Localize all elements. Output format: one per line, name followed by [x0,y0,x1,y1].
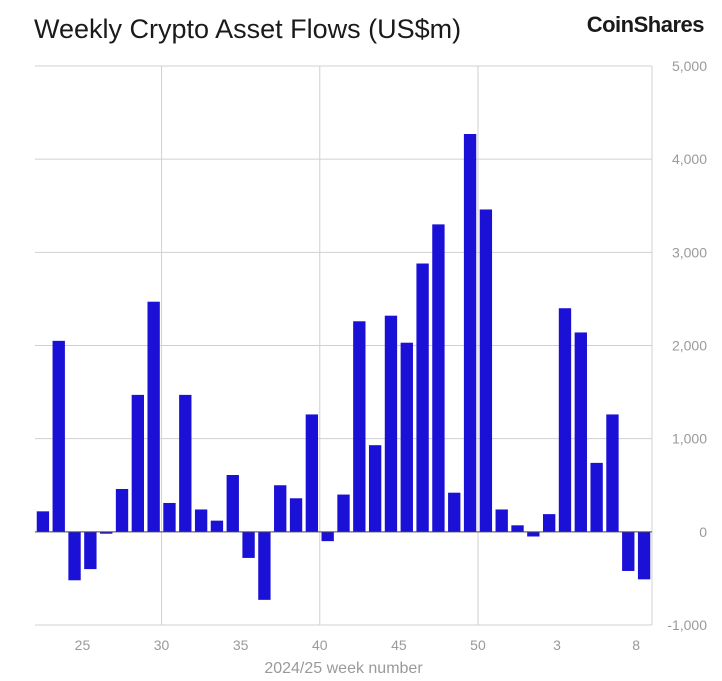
bar-week-34 [226,475,239,532]
bar-week-43 [368,445,382,532]
bar-week-41 [337,494,350,532]
bar-week-30 [163,502,176,532]
bar-week-42 [353,321,366,532]
bar-week-45 [400,342,413,532]
bar-week-31 [179,394,192,532]
bar-week-5 [590,462,603,532]
bar-week-28 [131,394,145,532]
x-tick-label: 3 [553,637,561,653]
bar-week-6 [606,414,619,532]
y-axis-tick-labels: -1,000 0 1,000 2,000 3,000 4,000 5,000 [667,58,707,633]
bar-week-32 [194,509,208,532]
bar-week-52 [511,525,524,532]
bar-week-47 [432,224,445,532]
x-tick-label: 30 [154,637,170,653]
bar-week-38 [289,498,303,532]
chart-title: Weekly Crypto Asset Flows (US$m) [34,14,462,44]
y-tick-label: -1,000 [667,617,707,633]
bar-week-40 [321,531,334,542]
x-axis-label: 2024/25 week number [264,660,423,677]
bar-week-33 [210,520,224,532]
bar-week-39 [305,414,319,532]
x-tick-label: 50 [470,637,486,653]
x-tick-label: 40 [312,637,328,653]
bar-week-35 [242,531,255,558]
bar-week-49 [463,134,477,532]
y-tick-label: 0 [699,524,707,540]
bar-week-36 [258,531,271,600]
x-tick-label: 45 [391,637,407,653]
y-tick-label: 1,000 [672,431,707,447]
y-tick-label: 4,000 [672,151,707,167]
bar-series [36,134,651,600]
bar-week-51 [495,509,508,532]
bar-week-24 [68,531,81,581]
bar-week-48 [448,492,461,532]
horizontal-gridlines [35,65,652,626]
bar-week-2 [542,514,556,532]
x-axis-tick-labels: 25 30 35 40 45 50 3 8 [75,637,641,653]
y-tick-label: 3,000 [672,244,707,260]
x-tick-label: 35 [233,637,249,653]
bar-week-37 [274,485,287,532]
y-tick-label: 5,000 [672,58,707,74]
bar-week-1 [527,531,540,537]
bar-week-27 [115,488,129,532]
bar-week-8 [637,531,651,580]
bar-week-3 [558,308,572,532]
bar-week-46 [416,263,429,532]
x-tick-label: 8 [632,637,640,653]
coinshares-logo: CoinShares [586,12,705,37]
y-tick-label: 2,000 [672,338,707,354]
bar-week-7 [622,531,635,571]
bar-week-44 [384,315,398,532]
bar-week-22 [36,511,50,532]
bar-week-4 [574,332,587,532]
bar-week-25 [84,531,97,570]
x-tick-label: 25 [75,637,91,653]
bar-week-50 [479,209,493,532]
bar-week-26 [100,531,113,534]
bar-week-29 [147,301,160,532]
bar-week-23 [52,340,65,532]
